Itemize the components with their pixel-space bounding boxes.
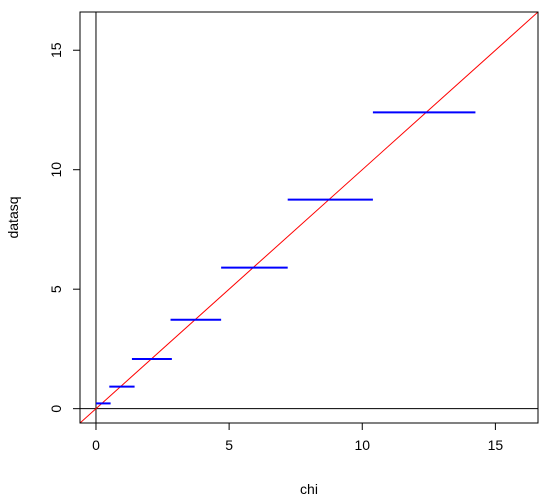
x-tick-label: 0 (92, 437, 100, 453)
y-tick-label: 5 (48, 285, 64, 293)
y-axis: 0 5 10 15 (48, 42, 80, 413)
x-tick-label: 15 (488, 437, 504, 453)
x-tick-label: 5 (225, 437, 233, 453)
y-axis-label: datasq (5, 196, 21, 238)
plot-frame (79, 11, 539, 424)
x-axis-label: chi (300, 481, 318, 497)
x-axis: 0 5 10 15 (92, 423, 503, 453)
y-tick-label: 10 (48, 162, 64, 178)
y-tick-label: 15 (48, 42, 64, 58)
identity-line (80, 12, 538, 423)
y-tick-label: 0 (48, 405, 64, 413)
x-tick-label: 10 (354, 437, 370, 453)
plot-area (80, 12, 538, 423)
